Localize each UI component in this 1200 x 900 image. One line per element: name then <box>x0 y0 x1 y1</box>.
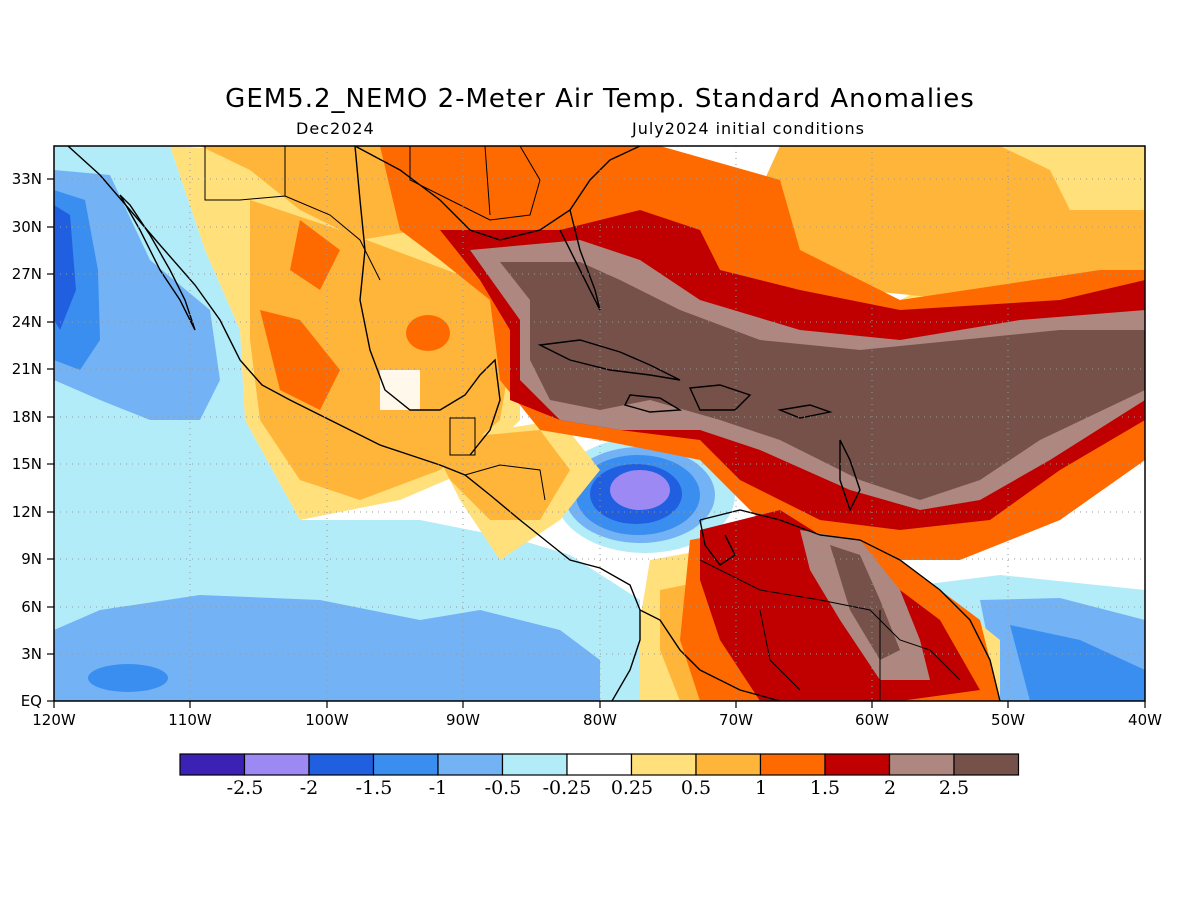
colorbar-label: 1 <box>755 777 767 799</box>
colorbar-swatch <box>566 753 633 776</box>
lon-tick-label: 60W <box>855 711 889 729</box>
colorbar-label: 1.5 <box>810 777 840 799</box>
lon-tick-label: 120W <box>32 711 76 729</box>
lat-tick-label: EQ <box>21 692 42 710</box>
lat-tick-label: 12N <box>12 503 42 521</box>
lon-tick-label: 50W <box>991 711 1025 729</box>
colorbar-label: -0.25 <box>543 777 592 799</box>
lon-tick-label: 40W <box>1128 711 1162 729</box>
colorbar-label: 2.5 <box>939 777 969 799</box>
axis-ticks <box>47 178 1146 708</box>
warm-region-north <box>170 146 1145 330</box>
lon-tick-label: 80W <box>583 711 617 729</box>
lat-tick-label: 33N <box>12 170 42 188</box>
colorbar-swatch <box>759 753 826 776</box>
colorbar <box>179 753 1020 776</box>
colorbar-swatch <box>308 753 375 776</box>
lat-tick-label: 24N <box>12 313 42 331</box>
lat-tick-label: 27N <box>12 265 42 283</box>
colorbar-swatch <box>179 753 246 776</box>
lon-tick-label: 100W <box>305 711 349 729</box>
initial-conditions-label: July2024 initial conditions <box>632 119 865 138</box>
lat-tick-label: 18N <box>12 408 42 426</box>
map-title: GEM5.2_NEMO 2-Meter Air Temp. Standard A… <box>225 84 975 114</box>
lat-tick-labels: EQ 3N 6N 9N 12N 15N 18N 21N 24N 27N 30N … <box>12 170 42 710</box>
colorbar-swatch <box>630 753 697 776</box>
colorbar-label: 0.5 <box>681 777 711 799</box>
colorbar-swatch <box>243 753 310 776</box>
colorbar-swatch <box>695 753 762 776</box>
cool-region-pacific <box>54 146 640 701</box>
colorbar-swatch <box>953 753 1020 776</box>
colorbar-swatch <box>888 753 955 776</box>
grid-lines <box>54 146 1145 701</box>
colorbar-swatch <box>372 753 439 776</box>
extreme-warm-core <box>500 262 1145 500</box>
lat-tick-label: 9N <box>21 550 42 568</box>
colorbar-label: 2 <box>884 777 896 799</box>
lat-tick-label: 6N <box>21 598 42 616</box>
cold-anomaly-core <box>610 470 670 510</box>
cool-core-pacific <box>54 170 220 420</box>
colorbar-swatch <box>437 753 504 776</box>
colorbar-swatch <box>501 753 568 776</box>
colorbar-label: -2.5 <box>227 777 264 799</box>
lon-tick-label: 70W <box>719 711 753 729</box>
colorbar-label: -1.5 <box>356 777 393 799</box>
lat-tick-label: 3N <box>21 645 42 663</box>
colorbar-labels: -2.5 -2 -1.5 -1 -0.5 -0.25 0.25 0.5 1 1.… <box>227 777 969 799</box>
lon-tick-label: 90W <box>446 711 480 729</box>
lat-tick-label: 30N <box>12 218 42 236</box>
political-borders <box>204 146 961 701</box>
colorbar-label: -0.5 <box>485 777 522 799</box>
lat-tick-label: 15N <box>12 455 42 473</box>
lon-tick-label: 110W <box>168 711 212 729</box>
colorbar-swatch <box>824 753 891 776</box>
colorbar-label: -2 <box>300 777 319 799</box>
colorbar-label: 0.25 <box>611 777 653 799</box>
lon-tick-labels: 120W 110W 100W 90W 80W 70W 60W 50W 40W <box>32 711 1162 729</box>
lat-tick-label: 21N <box>12 360 42 378</box>
anomaly-field <box>54 146 1145 701</box>
forecast-month: Dec2024 <box>296 119 375 138</box>
coastlines <box>67 146 1001 701</box>
colorbar-label: -1 <box>429 777 448 799</box>
